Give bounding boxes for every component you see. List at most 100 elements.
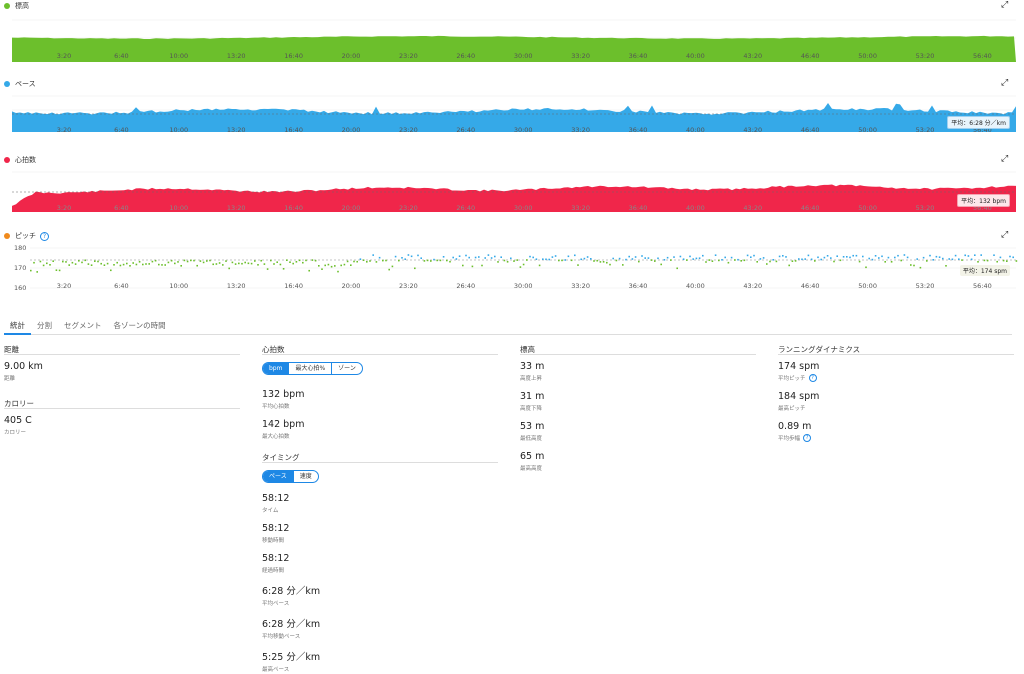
toggle-bpm[interactable]: bpm <box>263 363 290 374</box>
help-icon[interactable]: ? <box>808 374 817 382</box>
cadence-point <box>442 256 445 258</box>
cadence-point <box>868 257 870 260</box>
toggle-max-hr-percent[interactable]: 最大心拍% <box>289 363 333 374</box>
expand-icon[interactable]: ⤢ <box>1001 154 1009 164</box>
timing-value: 6:28 分／km <box>262 619 321 630</box>
cadence-point <box>1012 256 1014 259</box>
cadence-point <box>263 263 266 265</box>
elevation-chart-header: 標高 <box>4 0 29 12</box>
toggle-pace[interactable]: ペース <box>263 471 294 482</box>
cadence-point <box>679 255 682 258</box>
x-tick-label: 30:00 <box>514 52 533 60</box>
x-tick-label: 26:40 <box>456 204 475 212</box>
cadence-point <box>46 262 48 265</box>
cadence-point <box>346 260 349 263</box>
cadence-point <box>961 259 963 261</box>
cadence-point <box>500 256 502 258</box>
elevation-chart-title: 標高 <box>15 2 29 10</box>
distance-section-title: 距離 <box>4 344 240 355</box>
cadence-point <box>1002 259 1005 262</box>
cadence-point <box>487 254 490 256</box>
calories-section-title: カロリー <box>4 398 240 409</box>
help-icon[interactable]: ? <box>803 434 812 442</box>
elevation-metric: 31 m 高度下降 <box>520 391 756 412</box>
dynamics-value: 184 spm <box>778 391 820 402</box>
tab-segments[interactable]: セグメント <box>64 321 102 330</box>
cadence-point <box>270 259 272 262</box>
cadence-point <box>676 267 678 270</box>
cadence-point <box>798 258 800 260</box>
x-tick-label: 43:20 <box>743 204 762 212</box>
cadence-point <box>468 256 470 259</box>
x-tick-label: 53:20 <box>916 204 935 212</box>
cadence-point <box>782 255 784 257</box>
expand-icon[interactable]: ⤢ <box>1001 0 1009 10</box>
tab-stats[interactable]: 統計 <box>4 320 31 335</box>
cadence-point <box>865 266 867 269</box>
cadence-point <box>183 259 186 262</box>
timing-metric: 5:25 分／km 最高ペース <box>262 649 498 673</box>
cadence-point <box>807 254 810 257</box>
x-tick-label: 56:40 <box>973 282 992 290</box>
cadence-point <box>769 260 771 263</box>
cadence-point <box>964 254 966 257</box>
cadence-point <box>446 259 448 262</box>
dynamics-metric: 174 spm 平均ピッチ? <box>778 361 1014 382</box>
cadence-point <box>39 260 42 263</box>
cadence-point <box>926 260 928 262</box>
x-tick-label: 50:00 <box>858 204 877 212</box>
cadence-point <box>356 260 358 263</box>
x-tick-label: 33:20 <box>571 204 590 212</box>
cadence-point <box>382 259 384 262</box>
cadence-point <box>158 263 160 266</box>
cadence-point <box>836 255 838 257</box>
toggle-zones[interactable]: ゾーン <box>338 365 356 372</box>
expand-icon[interactable]: ⤢ <box>1001 78 1009 88</box>
cadence-point <box>334 265 336 267</box>
cadence-chart-svg: 180 170 160 3:20 6:40 10:00 13:20 16:40 20:00 23:… <box>14 244 1018 292</box>
distance-value: 9.00 km <box>4 361 43 372</box>
x-tick-label: 23:20 <box>399 52 418 60</box>
x-tick-label: 56:40 <box>973 126 992 134</box>
cadence-point <box>948 258 950 260</box>
running-dynamics-column: ランニングダイナミクス 174 spm 平均ピッチ? 184 spm 最高ピッチ… <box>778 344 1014 442</box>
timing-value: 5:25 分／km <box>262 652 321 663</box>
cadence-point <box>737 258 739 261</box>
expand-icon[interactable]: ⤢ <box>1001 230 1009 240</box>
cadence-point <box>996 260 998 263</box>
cadence-point <box>266 268 269 270</box>
heartrate-area <box>12 184 1016 212</box>
cadence-point <box>814 260 816 262</box>
cadence-point <box>135 263 138 266</box>
help-icon[interactable]: ? <box>40 231 49 241</box>
cadence-average-badge: 平均：174 spm <box>959 265 1010 276</box>
x-tick-label: 16:40 <box>284 52 303 60</box>
timing-metric: 6:28 分／km 平均ペース <box>262 583 498 607</box>
cadence-point <box>839 259 842 262</box>
tab-time-in-zones[interactable]: 各ゾーンの時間 <box>113 321 166 330</box>
cadence-point <box>903 254 906 256</box>
toggle-speed[interactable]: 速度 <box>299 473 312 480</box>
cadence-point <box>778 255 781 258</box>
cadence-point <box>343 263 346 266</box>
cadence-point <box>478 256 480 258</box>
cadence-point <box>398 259 400 262</box>
cadence-point <box>503 259 506 262</box>
x-tick-label: 20:00 <box>342 52 361 60</box>
cadence-point <box>1006 260 1008 262</box>
x-tick-label: 6:40 <box>114 126 129 134</box>
cadence-point <box>318 265 320 267</box>
cadence-point <box>298 259 301 262</box>
cadence-point <box>138 261 141 263</box>
x-tick-label: 13:20 <box>227 126 246 134</box>
cadence-chart-title: ピッチ <box>15 232 36 240</box>
cadence-point <box>753 254 755 257</box>
x-tick-label: 10:00 <box>169 282 188 290</box>
cadence-point <box>894 256 896 259</box>
cadence-point <box>228 267 230 270</box>
tab-splits[interactable]: 分割 <box>37 321 52 330</box>
elevation-metric: 53 m 最低高度 <box>520 421 756 442</box>
cadence-point <box>695 257 698 260</box>
x-tick-label: 40:00 <box>686 204 705 212</box>
elevation-chart-svg: 3:20 6:40 10:00 13:20 16:40 20:00 23:20 26:40 30… <box>12 19 1016 62</box>
